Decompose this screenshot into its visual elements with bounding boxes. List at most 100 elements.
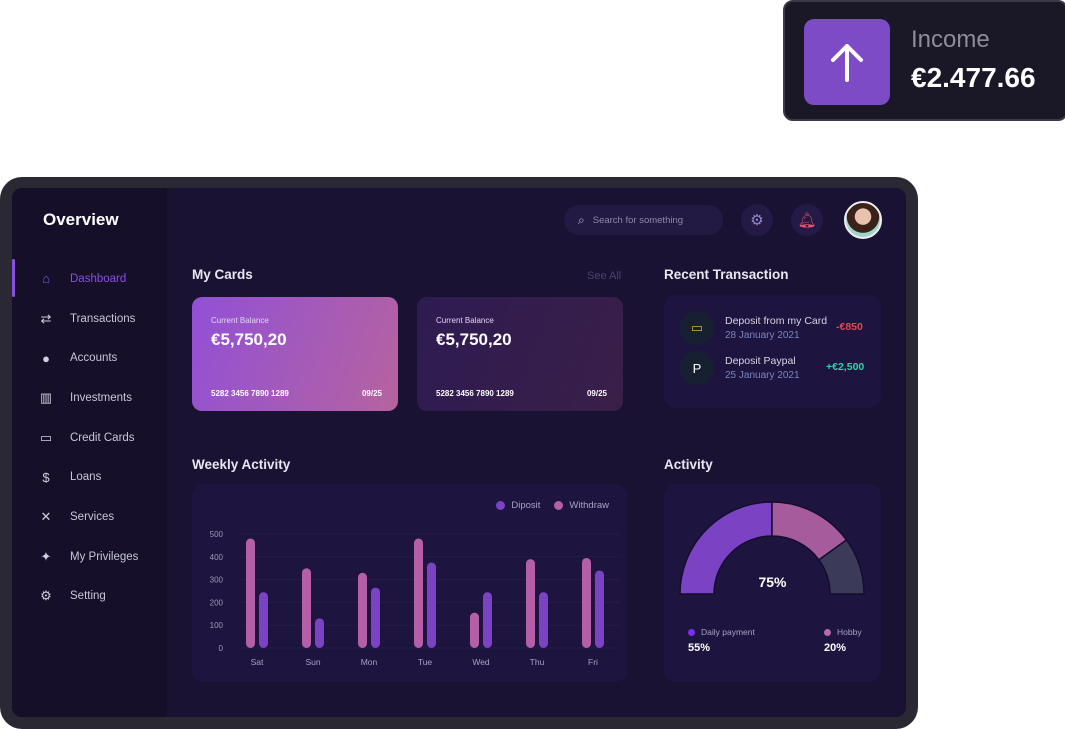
y-tick-label: 0	[219, 644, 224, 653]
sidebar-item-label: Transactions	[70, 312, 136, 325]
sidebar-item-services[interactable]: ✕ Services	[12, 497, 167, 537]
income-value: €2.477.66	[911, 62, 1036, 93]
search-input[interactable]: ⌕ Search for something	[564, 205, 723, 235]
bar-withdraw-thu	[526, 559, 535, 648]
x-tick-label: Sun	[305, 657, 320, 667]
sidebar-item-label: My Privileges	[70, 550, 139, 563]
bar-withdraw-wed	[470, 612, 479, 648]
transaction-date: 28 January 2021	[725, 330, 800, 341]
activity-gauge	[679, 501, 865, 595]
sidebar-item-loans[interactable]: $ Loans	[12, 457, 167, 497]
bar-diposit-thu	[539, 592, 548, 648]
sidebar: Overview ⌂ Dashboard ⇄ Transactions ● Account…	[12, 188, 167, 717]
privileges-icon: ✦	[40, 548, 52, 564]
y-tick-label: 200	[210, 598, 224, 607]
y-tick-label: 100	[210, 621, 224, 630]
search-placeholder: Search for something	[592, 214, 684, 226]
transaction-amount: +€2,500	[826, 361, 865, 373]
dashboard-screen: Overview ⌂ Dashboard ⇄ Transactions ● Account…	[12, 188, 906, 717]
sidebar-item-transactions[interactable]: ⇄ Transactions	[12, 299, 167, 339]
credit-card-icon: ▭	[39, 429, 53, 445]
see-all-link[interactable]: See All	[587, 270, 622, 282]
x-tick-label: Wed	[472, 657, 490, 667]
gear-icon: ⚙	[40, 588, 52, 604]
recent-transaction-title: Recent Transaction	[664, 267, 789, 282]
card-label: Current Balance	[436, 316, 494, 325]
sidebar-item-label: Services	[70, 510, 115, 523]
daily-payment-percent: 55%	[688, 642, 711, 654]
credit-card-primary[interactable]: Current Balance €5,750,20 5282 3456 7890…	[192, 297, 398, 411]
transaction-name: Deposit from my Card	[725, 315, 828, 327]
sidebar-item-my-privileges[interactable]: ✦ My Privileges	[12, 537, 167, 577]
card-number: 5282 3456 7890 1289	[211, 389, 289, 398]
sidebar-item-setting[interactable]: ⚙ Setting	[12, 577, 167, 617]
income-label: Income	[911, 26, 990, 53]
bar-diposit-sun	[315, 618, 324, 648]
transactions-panel: ▭ Deposit from my Card 28 January 2021 -€…	[664, 295, 881, 408]
tablet-frame: Overview ⌂ Dashboard ⇄ Transactions ● Account…	[0, 177, 918, 729]
bell-icon: 🔔︎	[797, 212, 817, 229]
x-tick-label: Mon	[361, 657, 378, 667]
legend-hobby: Hobby	[824, 627, 862, 637]
bar-withdraw-fri	[582, 557, 591, 648]
card-balance: €5,750,20	[211, 330, 287, 349]
weekly-activity-panel: Diposit Withdraw 0 100 200 300 400 500 Sat Sun M…	[192, 484, 627, 682]
activity-title: Activity	[664, 457, 713, 472]
bar-withdraw-mon	[358, 572, 367, 648]
y-tick-label: 400	[210, 553, 224, 562]
card-balance: €5,750,20	[436, 330, 512, 349]
bar-diposit-tue	[427, 562, 436, 648]
sidebar-item-label: Loans	[70, 471, 102, 484]
credit-card-secondary[interactable]: Current Balance €5,750,20 5282 3456 7890…	[417, 297, 623, 411]
notifications-button[interactable]: 🔔︎	[791, 204, 823, 236]
transaction-row[interactable]: ▭ Deposit from my Card 28 January 2021 -€…	[680, 311, 870, 345]
page-title: Overview	[43, 210, 119, 229]
hobby-percent: 20%	[824, 642, 847, 654]
bar-withdraw-sun	[302, 568, 311, 648]
y-tick-label: 300	[210, 576, 224, 585]
transaction-name: Deposit Paypal	[725, 355, 796, 367]
transactions-icon: ⇄	[40, 310, 52, 326]
y-tick-label: 500	[210, 530, 224, 539]
bar-diposit-wed	[483, 592, 492, 648]
bar-diposit-mon	[371, 587, 380, 648]
card-label: Current Balance	[211, 316, 269, 325]
sidebar-item-dashboard[interactable]: ⌂ Dashboard	[12, 259, 167, 299]
gauge-segment-other	[818, 539, 865, 595]
bar-withdraw-sat	[246, 538, 255, 648]
bar-withdraw-tue	[414, 538, 423, 648]
settings-button[interactable]: ⚙	[741, 204, 773, 236]
arrow-up-icon	[804, 19, 890, 105]
sidebar-item-label: Investments	[70, 391, 132, 404]
sidebar-item-label: Credit Cards	[70, 431, 135, 444]
investments-icon: ▥	[39, 389, 53, 405]
sidebar-item-label: Setting	[70, 590, 106, 603]
activity-panel: 75% Daily payment 55% Hobby 20%	[664, 484, 881, 682]
card-icon: ▭	[680, 311, 714, 345]
search-icon: ⌕	[578, 212, 585, 227]
sidebar-item-credit-cards[interactable]: ▭ Credit Cards	[12, 418, 167, 458]
avatar[interactable]	[844, 201, 882, 239]
sidebar-item-label: Accounts	[70, 352, 118, 365]
sidebar-item-label: Dashboard	[70, 272, 127, 285]
card-expiry: 09/25	[361, 389, 382, 398]
gear-icon: ⚙	[750, 212, 764, 229]
card-number: 5282 3456 7890 1289	[436, 389, 514, 398]
user-icon: ●	[42, 350, 50, 366]
sidebar-item-accounts[interactable]: ● Accounts	[12, 338, 167, 378]
x-tick-label: Tue	[418, 657, 433, 667]
transaction-date: 25 January 2021	[725, 370, 800, 381]
home-icon: ⌂	[42, 271, 50, 287]
x-tick-label: Thu	[530, 657, 545, 667]
my-cards-title: My Cards	[192, 267, 253, 282]
x-tick-label: Fri	[588, 657, 598, 667]
transaction-row[interactable]: P Deposit Paypal 25 January 2021 +€2,500	[680, 351, 870, 385]
bar-diposit-sat	[259, 592, 268, 648]
legend-daily-payment: Daily payment	[688, 627, 755, 637]
services-icon: ✕	[40, 508, 52, 524]
income-widget: Income €2.477.66	[783, 0, 1065, 121]
sidebar-item-investments[interactable]: ▥ Investments	[12, 378, 167, 418]
card-expiry: 09/25	[586, 389, 607, 398]
legend-withdraw: Withdraw	[554, 500, 609, 511]
weekly-activity-title: Weekly Activity	[192, 457, 291, 472]
